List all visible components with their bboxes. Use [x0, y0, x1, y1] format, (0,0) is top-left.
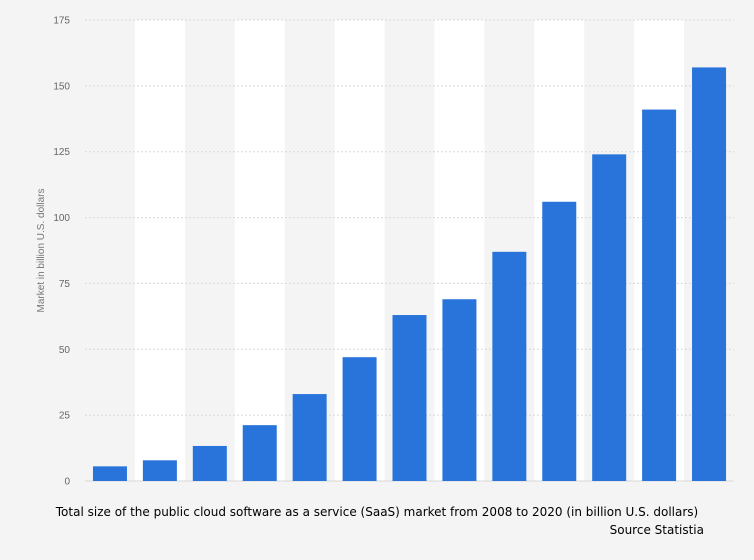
bar-2011[interactable] [242, 425, 277, 481]
bar-2013[interactable] [342, 357, 377, 481]
bar-2012[interactable] [292, 394, 327, 481]
bar-2010[interactable] [192, 445, 227, 481]
y-tick-label: 25 [59, 411, 71, 422]
bar-2016[interactable] [492, 251, 527, 481]
y-axis-ticks: 0 25 50 75 100 125 150 175 [53, 16, 70, 488]
y-tick-label: 125 [53, 147, 70, 158]
y-tick-label: 100 [53, 213, 70, 224]
y-tick-label: 75 [59, 279, 71, 290]
chart-caption: Total size of the public cloud software … [55, 505, 699, 519]
bar-2019[interactable] [642, 109, 677, 482]
y-axis-title: Market in billion U.S. dollars [36, 189, 47, 313]
y-tick-label: 150 [53, 81, 70, 92]
source-label: Source Statistia [609, 523, 704, 537]
column-band [234, 20, 285, 481]
bar-2014[interactable] [392, 315, 427, 481]
y-tick-label: 175 [53, 16, 70, 27]
column-band [134, 20, 185, 481]
bar-2020[interactable] [692, 67, 727, 481]
bar-2008[interactable] [92, 466, 127, 481]
bar-2017[interactable] [542, 201, 577, 481]
bars [92, 67, 727, 482]
bar-chart: 0 25 50 75 100 125 150 175 Market in billion U.… [36, 16, 734, 488]
bar-2009[interactable] [142, 460, 177, 481]
bar-2015[interactable] [442, 299, 477, 481]
bar-2018[interactable] [592, 154, 627, 481]
y-tick-label: 0 [64, 477, 70, 488]
y-tick-label: 50 [59, 345, 71, 356]
